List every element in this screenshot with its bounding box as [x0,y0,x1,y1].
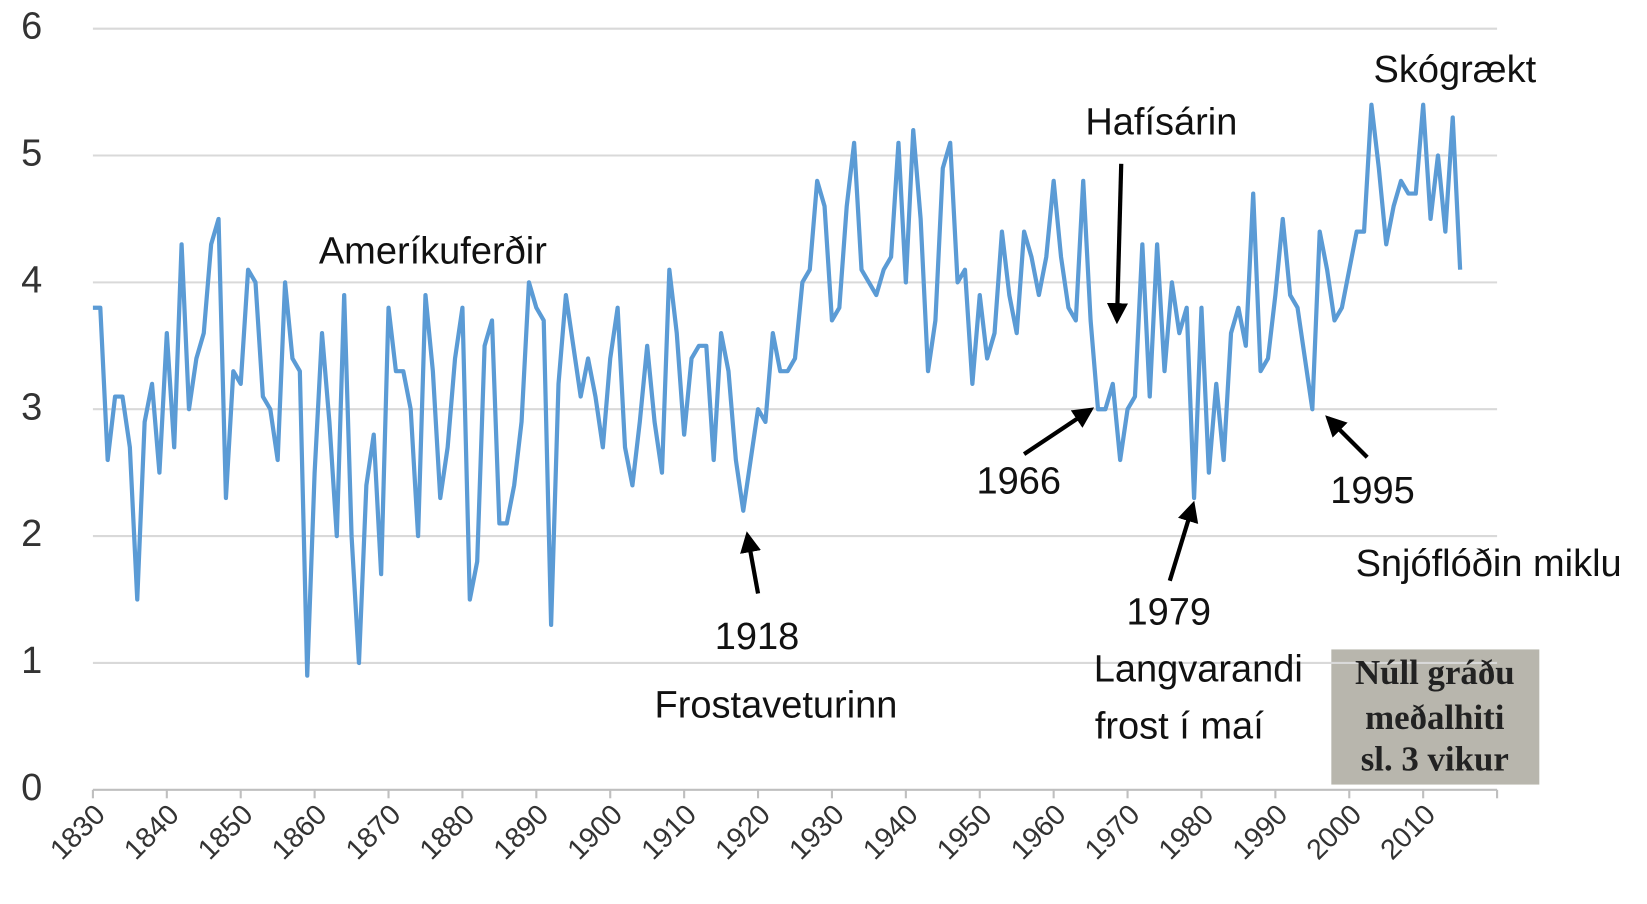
clipping-text: sl. 3 vikur [1361,739,1509,778]
y-tick-label: 0 [21,767,42,809]
y-tick-label: 5 [21,133,42,175]
arrow [1328,418,1367,457]
annotation: Snjóflóðin miklu [1356,543,1622,585]
x-tick-label: 1920 [709,799,776,866]
arrow [747,535,758,593]
annotation: Ameríkuferðir [319,231,547,273]
x-tick-label: 1960 [1005,799,1072,866]
annotation: 1918 [715,616,800,658]
annotation: 1979 [1126,592,1211,634]
x-tick-label: 1850 [192,799,259,866]
annotation: Langvarandi [1094,649,1303,691]
x-tick-label: 2010 [1374,799,1441,866]
y-tick-label: 4 [21,259,42,301]
x-tick-label: 1990 [1227,799,1294,866]
x-tick-label: 1880 [414,799,481,866]
x-tick-label: 1860 [266,799,333,866]
y-tick-label: 1 [21,640,42,682]
x-tick-label: 1940 [857,799,924,866]
x-tick-label: 1890 [488,799,555,866]
annotation: Frostaveturinn [655,685,898,727]
annotation: 1995 [1330,470,1415,512]
annotation: Skógrækt [1374,49,1537,91]
x-tick-label: 1840 [118,799,185,866]
x-tick-label: 2000 [1301,799,1368,866]
x-tick-label: 1950 [931,799,998,866]
arrow [1170,505,1193,581]
x-tick-label: 1970 [1079,799,1146,866]
y-tick-label: 2 [21,513,42,555]
arrow [1117,164,1121,320]
x-tick-label: 1830 [44,799,111,866]
x-tick-label: 1910 [635,799,702,866]
y-tick-label: 3 [21,386,42,428]
x-tick-label: 1980 [1153,799,1220,866]
clipping-text: Núll gráðu [1355,653,1515,692]
annotation: frost í maí [1095,706,1264,748]
clipping-text: meðalhiti [1365,698,1505,737]
y-tick-label: 6 [21,6,42,48]
data-line [93,105,1460,676]
x-tick-label: 1900 [561,799,628,866]
x-tick-label: 1870 [340,799,407,866]
annotation: Hafísárin [1085,102,1237,144]
annotation: 1966 [977,461,1062,503]
x-tick-label: 1930 [783,799,850,866]
arrow [1024,410,1091,454]
chart: 0123456183018401850186018701880189019001… [0,0,1647,904]
